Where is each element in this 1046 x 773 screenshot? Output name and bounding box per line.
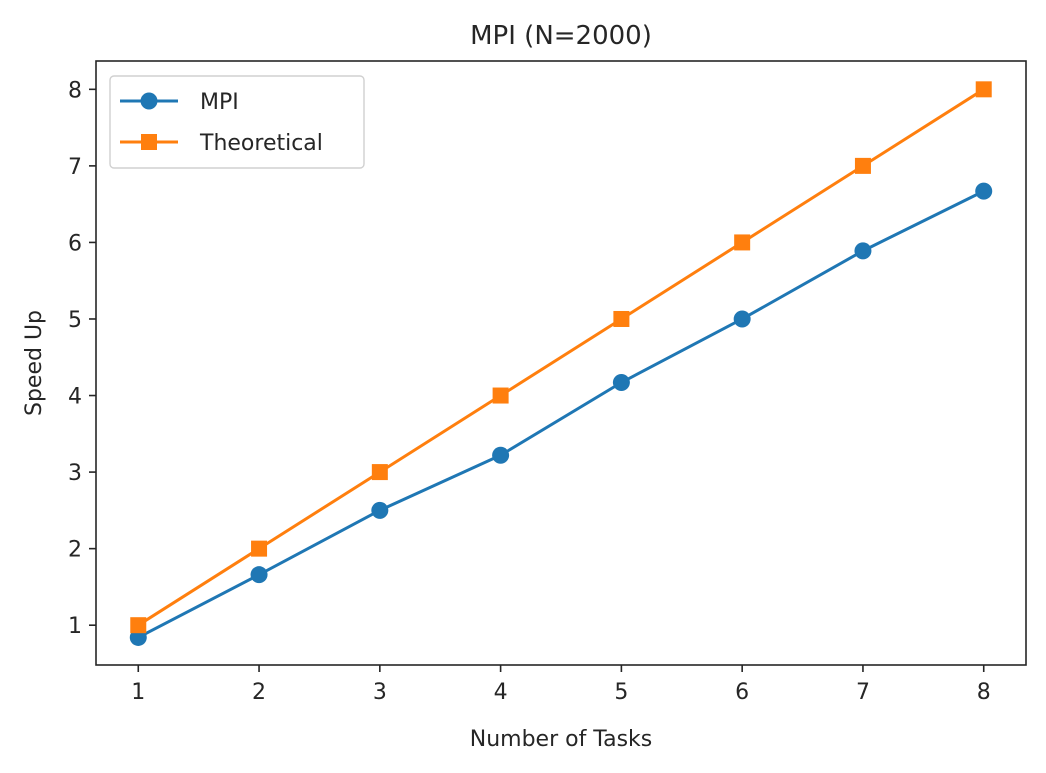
data-point-mpi (492, 446, 510, 464)
series-theoretical (130, 81, 992, 634)
data-point-mpi (854, 242, 872, 260)
y-tick-label: 3 (68, 461, 82, 486)
x-axis-ticks: 1 2 3 4 5 6 7 8 (131, 665, 991, 705)
data-point-theoretical (130, 617, 147, 634)
y-tick-label: 6 (68, 231, 82, 256)
x-tick-label: 5 (614, 680, 628, 705)
data-point-theoretical (613, 310, 630, 327)
data-point-theoretical (734, 234, 751, 251)
data-point-theoretical (371, 464, 388, 481)
chart-title: MPI (N=2000) (470, 21, 652, 51)
x-tick-label: 3 (373, 680, 387, 705)
data-point-theoretical (492, 387, 509, 404)
y-axis-ticks: 1 2 3 4 5 6 7 8 (68, 78, 96, 639)
x-tick-label: 1 (131, 680, 145, 705)
x-tick-label: 7 (856, 680, 870, 705)
x-tick-label: 2 (252, 680, 266, 705)
legend-marker-circle (140, 92, 158, 110)
series-layer (129, 81, 993, 646)
legend-label: MPI (200, 90, 239, 115)
y-axis-label: Speed Up (22, 310, 47, 416)
y-tick-label: 2 (68, 538, 82, 563)
legend-entry-theoretical: Theoretical (120, 131, 323, 156)
data-point-mpi (733, 310, 751, 328)
series-line-theoretical (137, 88, 985, 627)
data-point-theoretical (251, 540, 268, 557)
legend: MPI Theoretical (109, 75, 365, 169)
legend-box (109, 75, 365, 169)
data-point-mpi (250, 566, 268, 584)
data-point-theoretical (854, 157, 871, 174)
x-axis-label: Number of Tasks (470, 727, 653, 752)
data-point-mpi (975, 182, 993, 200)
y-tick-label: 5 (68, 308, 82, 333)
y-tick-label: 8 (68, 78, 82, 103)
x-tick-label: 4 (494, 680, 508, 705)
y-tick-label: 4 (68, 385, 82, 410)
data-point-theoretical (975, 81, 992, 98)
x-tick-label: 8 (977, 680, 991, 705)
legend-entry-mpi: MPI (120, 90, 239, 115)
data-point-mpi (612, 374, 630, 392)
data-point-mpi (371, 501, 389, 519)
x-tick-label: 6 (735, 680, 749, 705)
y-tick-label: 1 (68, 614, 82, 639)
y-tick-label: 7 (68, 155, 82, 180)
series-line-mpi (137, 189, 985, 639)
legend-marker-square (141, 134, 157, 150)
legend-label: Theoretical (199, 131, 323, 156)
